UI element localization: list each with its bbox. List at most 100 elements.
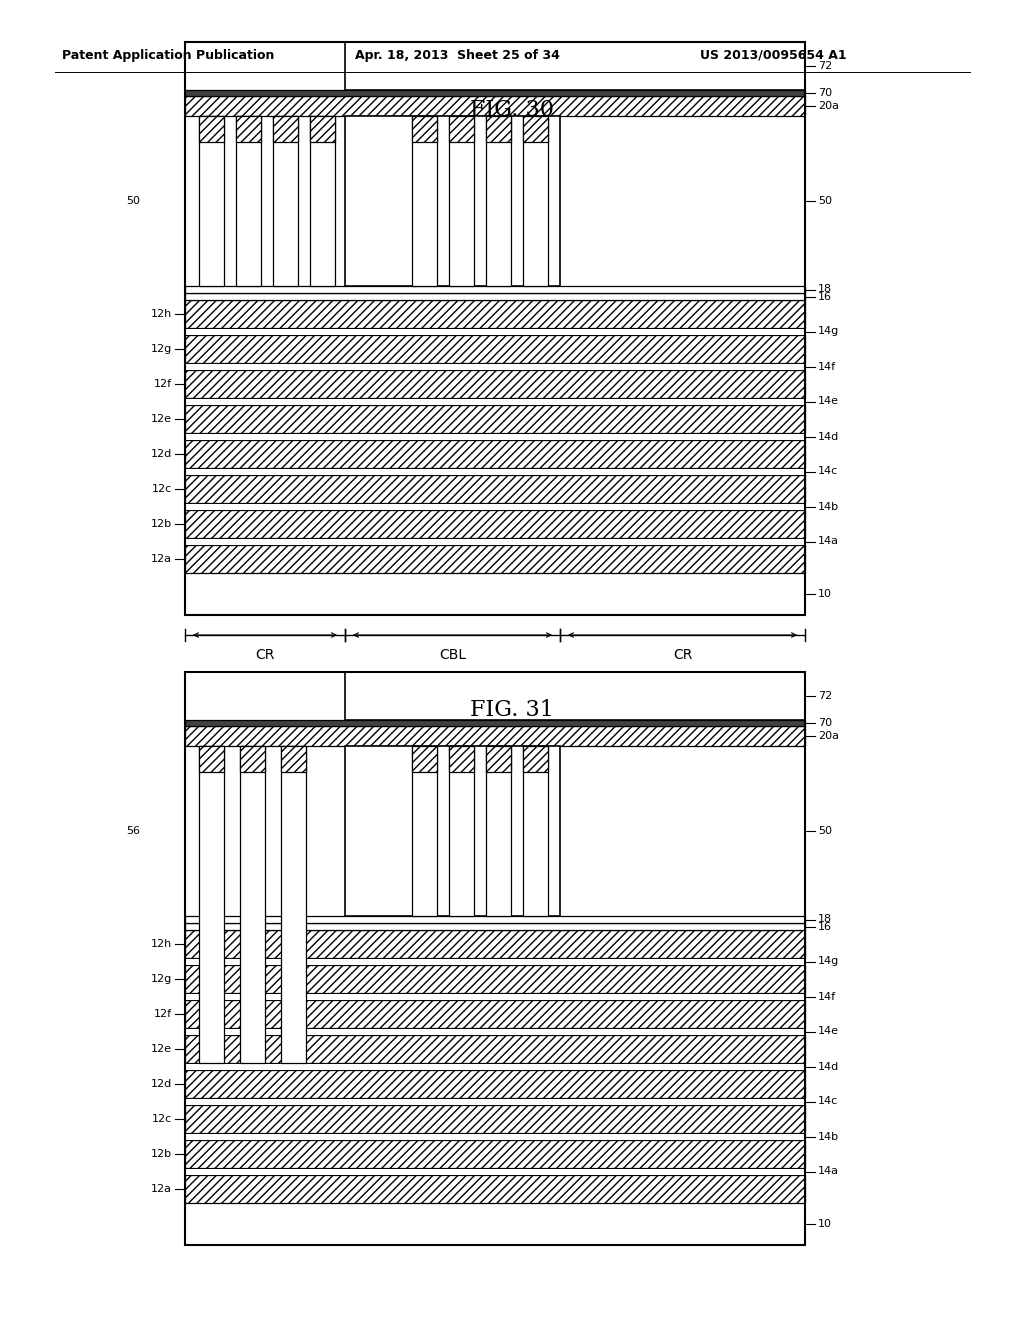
Bar: [199, 1035, 224, 1063]
Bar: [185, 510, 805, 539]
Bar: [185, 503, 805, 510]
Bar: [199, 746, 224, 1063]
Text: 50: 50: [818, 826, 831, 836]
Bar: [185, 1140, 805, 1168]
Text: FIG. 31: FIG. 31: [470, 700, 554, 721]
Bar: [185, 1028, 805, 1035]
Bar: [281, 923, 306, 931]
Bar: [185, 1133, 805, 1140]
Bar: [185, 42, 805, 615]
Text: 12c: 12c: [152, 1114, 172, 1125]
Text: US 2013/0095654 A1: US 2013/0095654 A1: [700, 49, 847, 62]
Bar: [240, 1001, 265, 1028]
Text: 72: 72: [818, 690, 833, 701]
Bar: [486, 116, 511, 286]
Bar: [281, 993, 306, 1001]
Bar: [185, 1175, 805, 1203]
Text: 14g: 14g: [818, 957, 840, 966]
Text: 14c: 14c: [818, 1097, 839, 1106]
Bar: [281, 958, 306, 965]
Bar: [185, 335, 805, 363]
Bar: [185, 931, 805, 958]
Text: 10: 10: [818, 589, 831, 599]
Bar: [273, 116, 298, 286]
Text: 18: 18: [818, 285, 833, 294]
Bar: [345, 672, 805, 719]
Bar: [185, 293, 805, 300]
Text: 50: 50: [818, 195, 831, 206]
Bar: [185, 916, 805, 923]
Bar: [281, 916, 306, 923]
Bar: [185, 1098, 805, 1105]
Bar: [281, 1035, 306, 1063]
Bar: [185, 475, 805, 503]
Text: 12b: 12b: [151, 519, 172, 529]
Bar: [449, 116, 474, 286]
Text: CR: CR: [673, 648, 692, 663]
Text: 12h: 12h: [151, 939, 172, 949]
Bar: [412, 746, 437, 916]
Text: FIG. 30: FIG. 30: [470, 99, 554, 121]
Bar: [185, 469, 805, 475]
Bar: [199, 746, 224, 772]
Text: 12a: 12a: [151, 1184, 172, 1195]
Bar: [185, 286, 805, 293]
Bar: [449, 116, 474, 143]
Bar: [185, 440, 805, 469]
Bar: [240, 931, 265, 958]
Bar: [185, 1035, 805, 1063]
Bar: [185, 545, 805, 573]
Bar: [345, 42, 805, 90]
Bar: [240, 1028, 265, 1035]
Bar: [281, 965, 306, 993]
Bar: [185, 726, 805, 746]
Text: 56: 56: [126, 826, 140, 836]
Bar: [185, 363, 805, 370]
Text: 12f: 12f: [154, 1008, 172, 1019]
Text: 14a: 14a: [818, 536, 839, 546]
Bar: [185, 719, 805, 726]
Text: 18: 18: [818, 915, 833, 924]
Text: 72: 72: [818, 61, 833, 71]
Bar: [185, 923, 805, 931]
Bar: [185, 539, 805, 545]
Bar: [523, 116, 548, 286]
Bar: [185, 1001, 805, 1028]
Bar: [345, 746, 560, 916]
Bar: [185, 433, 805, 440]
Bar: [199, 923, 224, 931]
Text: 12g: 12g: [151, 974, 172, 983]
Text: 12b: 12b: [151, 1148, 172, 1159]
Text: 14e: 14e: [818, 396, 839, 407]
Bar: [281, 1028, 306, 1035]
Bar: [523, 746, 548, 916]
Text: 14e: 14e: [818, 1027, 839, 1036]
Bar: [185, 405, 805, 433]
Bar: [199, 116, 224, 143]
Bar: [486, 746, 511, 772]
Bar: [273, 116, 298, 143]
Bar: [236, 116, 261, 143]
Bar: [240, 746, 265, 772]
Text: 70: 70: [818, 88, 833, 98]
Bar: [240, 1035, 265, 1063]
Bar: [185, 965, 805, 993]
Bar: [281, 746, 306, 1063]
Bar: [240, 958, 265, 965]
Bar: [412, 116, 437, 286]
Text: 20a: 20a: [818, 102, 839, 111]
Bar: [185, 96, 805, 116]
Text: Apr. 18, 2013  Sheet 25 of 34: Apr. 18, 2013 Sheet 25 of 34: [355, 49, 560, 62]
Text: CBL: CBL: [439, 648, 466, 663]
Bar: [240, 993, 265, 1001]
Bar: [185, 958, 805, 965]
Bar: [185, 1168, 805, 1175]
Text: 50: 50: [126, 195, 140, 206]
Text: 14d: 14d: [818, 1061, 840, 1072]
Bar: [281, 746, 306, 772]
Text: 12e: 12e: [151, 414, 172, 424]
Bar: [185, 573, 805, 615]
Bar: [199, 116, 224, 286]
Text: 12e: 12e: [151, 1044, 172, 1053]
Text: 12h: 12h: [151, 309, 172, 319]
